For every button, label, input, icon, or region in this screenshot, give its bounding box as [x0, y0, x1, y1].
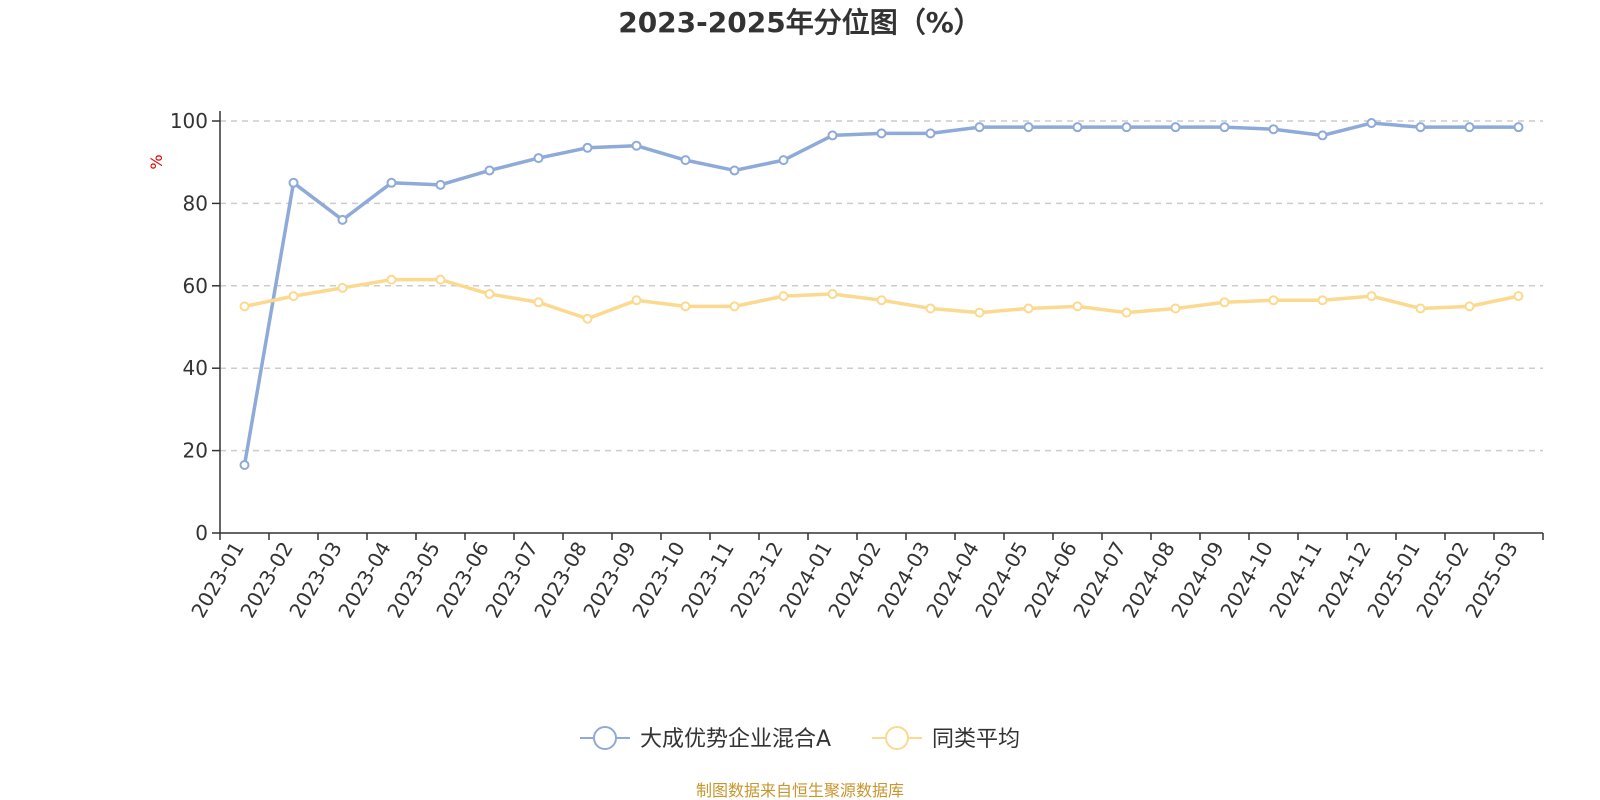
data-point[interactable]	[533, 153, 544, 164]
legend: 大成优势企业混合A 同类平均	[580, 726, 1020, 752]
data-point[interactable]	[827, 289, 838, 300]
data-point[interactable]	[827, 130, 838, 141]
y-tick-label: 40	[183, 356, 208, 380]
data-point[interactable]	[729, 165, 740, 176]
x-axis-ticks: 2023-012023-022023-032023-042023-052023-…	[186, 533, 1544, 622]
data-point[interactable]	[631, 140, 642, 151]
data-point[interactable]	[974, 307, 985, 318]
source-note: 制图数据来自恒生聚源数据库	[696, 781, 904, 800]
y-tick-label: 60	[183, 274, 208, 298]
data-point[interactable]	[680, 301, 691, 312]
data-point[interactable]	[729, 301, 740, 312]
data-point[interactable]	[288, 177, 299, 188]
y-tick-label: 80	[183, 191, 208, 215]
y-tick-label: 0	[195, 521, 208, 545]
data-point[interactable]	[1415, 122, 1426, 133]
data-point[interactable]	[1513, 291, 1524, 302]
data-point[interactable]	[435, 274, 446, 285]
data-point[interactable]	[1366, 291, 1377, 302]
axes	[219, 111, 1543, 534]
legend-marker[interactable]	[593, 726, 617, 750]
data-point[interactable]	[1121, 307, 1132, 318]
legend-label[interactable]: 大成优势企业混合A	[640, 727, 831, 752]
data-point[interactable]	[1170, 303, 1181, 314]
data-point[interactable]	[1121, 122, 1132, 133]
data-point[interactable]	[1268, 124, 1279, 135]
legend-label[interactable]: 同类平均	[932, 727, 1020, 752]
data-point[interactable]	[631, 295, 642, 306]
legend-marker[interactable]	[885, 726, 909, 750]
data-point[interactable]	[1072, 301, 1083, 312]
data-point[interactable]	[1317, 295, 1328, 306]
data-point[interactable]	[288, 291, 299, 302]
data-point[interactable]	[876, 295, 887, 306]
data-point[interactable]	[582, 313, 593, 324]
series-group	[239, 118, 1524, 471]
data-point[interactable]	[1513, 122, 1524, 133]
data-point[interactable]	[778, 291, 789, 302]
data-point[interactable]	[1219, 297, 1230, 308]
data-point[interactable]	[1023, 122, 1034, 133]
data-point[interactable]	[1023, 303, 1034, 314]
data-point[interactable]	[337, 214, 348, 225]
data-point[interactable]	[1464, 301, 1475, 312]
data-point[interactable]	[925, 128, 936, 139]
data-point[interactable]	[484, 289, 495, 300]
data-point[interactable]	[1366, 118, 1377, 129]
data-point[interactable]	[239, 460, 250, 471]
data-point[interactable]	[1464, 122, 1475, 133]
data-point[interactable]	[876, 128, 887, 139]
data-point[interactable]	[974, 122, 985, 133]
data-point[interactable]	[1219, 122, 1230, 133]
data-point[interactable]	[1268, 295, 1279, 306]
y-axis-label: %	[147, 154, 166, 169]
data-point[interactable]	[925, 303, 936, 314]
data-point[interactable]	[239, 301, 250, 312]
data-point[interactable]	[435, 179, 446, 190]
data-point[interactable]	[484, 165, 495, 176]
data-point[interactable]	[1317, 130, 1328, 141]
data-point[interactable]	[386, 177, 397, 188]
y-tick-label: 100	[170, 109, 208, 133]
data-point[interactable]	[386, 274, 397, 285]
data-point[interactable]	[337, 282, 348, 293]
data-point[interactable]	[1072, 122, 1083, 133]
series-line	[242, 121, 1519, 466]
data-point[interactable]	[533, 297, 544, 308]
data-point[interactable]	[582, 142, 593, 153]
data-point[interactable]	[1415, 303, 1426, 314]
y-axis-ticks: 0 20 40 60 80 100	[170, 109, 220, 545]
data-point[interactable]	[1170, 122, 1181, 133]
data-point[interactable]	[778, 155, 789, 166]
data-point[interactable]	[680, 155, 691, 166]
y-tick-label: 20	[183, 439, 208, 463]
grid-lines	[220, 120, 1543, 452]
chart-title: 2023-2025年分位图（%）	[618, 6, 982, 39]
